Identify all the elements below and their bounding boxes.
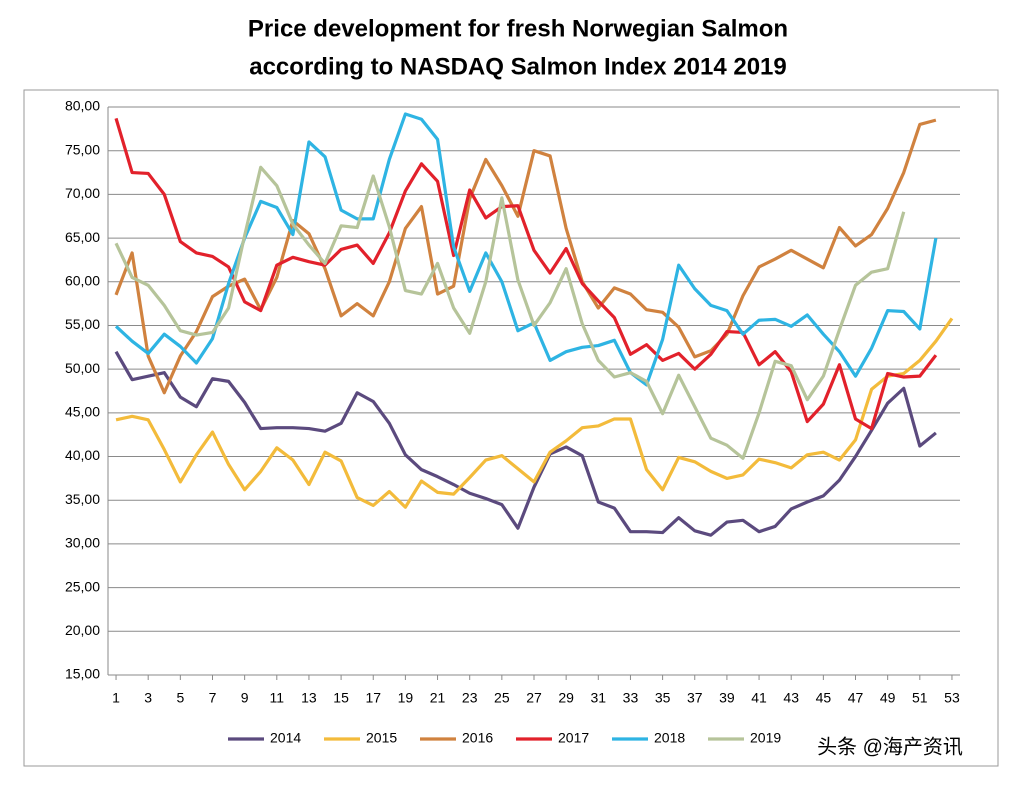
x-tick-label: 45: [816, 690, 832, 706]
y-tick-label: 80,00: [65, 98, 100, 114]
legend-label: 2014: [270, 730, 301, 746]
x-tick-label: 51: [912, 690, 928, 706]
x-tick-label: 39: [719, 690, 735, 706]
x-tick-label: 29: [558, 690, 574, 706]
y-tick-label: 25,00: [65, 578, 100, 594]
chart-frame: [23, 89, 999, 767]
x-tick-label: 47: [848, 690, 864, 706]
x-tick-label: 15: [333, 690, 349, 706]
legend-label: 2018: [654, 730, 685, 746]
y-tick-label: 15,00: [65, 666, 100, 682]
series-line: [114, 350, 937, 537]
legend-label: 2016: [462, 730, 493, 746]
x-tick-label: 13: [301, 690, 317, 706]
x-tick-label: 9: [241, 690, 249, 706]
x-tick-label: 17: [365, 690, 381, 706]
y-tick-label: 35,00: [65, 491, 100, 507]
y-tick-label: 60,00: [65, 272, 100, 288]
x-tick-label: 3: [144, 690, 152, 706]
y-tick-label: 45,00: [65, 404, 100, 420]
x-tick-label: 49: [880, 690, 896, 706]
x-tick-label: 35: [655, 690, 671, 706]
series-line: [114, 112, 938, 387]
legend-label: 2017: [558, 730, 589, 746]
x-tick-label: 43: [783, 690, 799, 706]
x-tick-label: 41: [751, 690, 767, 706]
x-tick-label: 25: [494, 690, 510, 706]
legend-label: 2019: [750, 730, 781, 746]
y-tick-label: 40,00: [65, 447, 100, 463]
series-line: [114, 165, 906, 460]
x-tick-label: 19: [398, 690, 414, 706]
x-tick-label: 1: [112, 690, 120, 706]
x-tick-label: 7: [209, 690, 217, 706]
x-tick-label: 53: [944, 690, 960, 706]
x-tick-label: 21: [430, 690, 446, 706]
y-tick-label: 30,00: [65, 535, 100, 551]
y-tick-label: 70,00: [65, 185, 100, 201]
series-line: [115, 317, 954, 509]
y-tick-label: 55,00: [65, 316, 100, 332]
y-tick-label: 20,00: [65, 622, 100, 638]
x-tick-label: 31: [591, 690, 607, 706]
legend-label: 2015: [366, 730, 397, 746]
x-tick-label: 11: [270, 690, 285, 706]
y-tick-label: 75,00: [65, 141, 100, 157]
chart-title: according to NASDAQ Salmon Index 2014 20…: [249, 53, 787, 80]
y-tick-label: 50,00: [65, 360, 100, 376]
x-tick-label: 37: [687, 690, 703, 706]
x-tick-label: 33: [623, 690, 639, 706]
series-line: [114, 118, 937, 395]
watermark: 头条 @海产资讯: [817, 735, 963, 758]
y-tick-label: 65,00: [65, 229, 100, 245]
series-line: [114, 117, 938, 431]
x-tick-label: 23: [462, 690, 478, 706]
x-tick-label: 27: [526, 690, 542, 706]
x-tick-label: 5: [176, 690, 184, 706]
chart-title: Price development for fresh Norwegian Sa…: [248, 15, 788, 42]
